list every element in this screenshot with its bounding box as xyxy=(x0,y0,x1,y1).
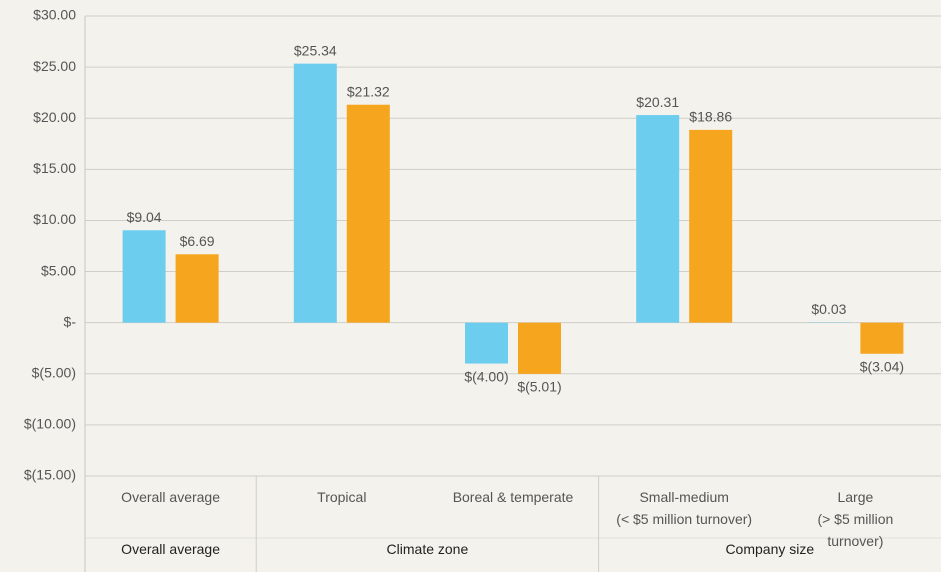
bar xyxy=(860,322,904,354)
bar xyxy=(518,322,561,374)
data-label: $6.69 xyxy=(180,233,215,249)
y-tick-label: $20.00 xyxy=(33,109,76,125)
group-label: Climate zone xyxy=(386,541,469,557)
y-tick-label: $15.00 xyxy=(33,160,76,176)
bar xyxy=(689,129,733,323)
data-label: $25.34 xyxy=(294,42,337,58)
bar xyxy=(122,230,166,323)
data-label: $18.86 xyxy=(689,109,732,125)
bar xyxy=(175,254,219,323)
x-tick-label: Tropical xyxy=(317,489,367,505)
data-label: $(4.00) xyxy=(464,368,508,384)
y-tick-label: $(15.00) xyxy=(24,467,76,483)
group-label: Overall average xyxy=(121,541,221,557)
x-tick-label: Large (> $5 million turnover) xyxy=(817,489,894,549)
data-label: $9.04 xyxy=(127,209,162,225)
data-label: $(3.04) xyxy=(860,358,904,374)
bar xyxy=(293,63,337,323)
x-tick-label: Boreal & temperate xyxy=(452,489,574,505)
group-label: Company size xyxy=(725,541,815,557)
y-tick-label: $25.00 xyxy=(33,58,76,74)
data-label: $0.03 xyxy=(811,301,846,317)
bar xyxy=(465,322,508,364)
bar xyxy=(636,115,680,323)
y-tick-label: $10.00 xyxy=(33,211,76,227)
x-tick-label: Small-medium (< $5 million turnover) xyxy=(616,489,753,527)
y-tick-label: $- xyxy=(64,313,77,329)
x-tick-label: Overall average xyxy=(121,489,221,505)
y-tick-label: $5.00 xyxy=(41,262,76,278)
data-label: $21.32 xyxy=(347,83,390,99)
data-label: $20.31 xyxy=(636,94,679,110)
y-tick-label: $(5.00) xyxy=(32,364,76,380)
y-tick-label: $30.00 xyxy=(33,7,76,23)
data-label: $(5.01) xyxy=(517,379,561,395)
bar xyxy=(346,104,390,323)
y-tick-label: $(10.00) xyxy=(24,416,76,432)
